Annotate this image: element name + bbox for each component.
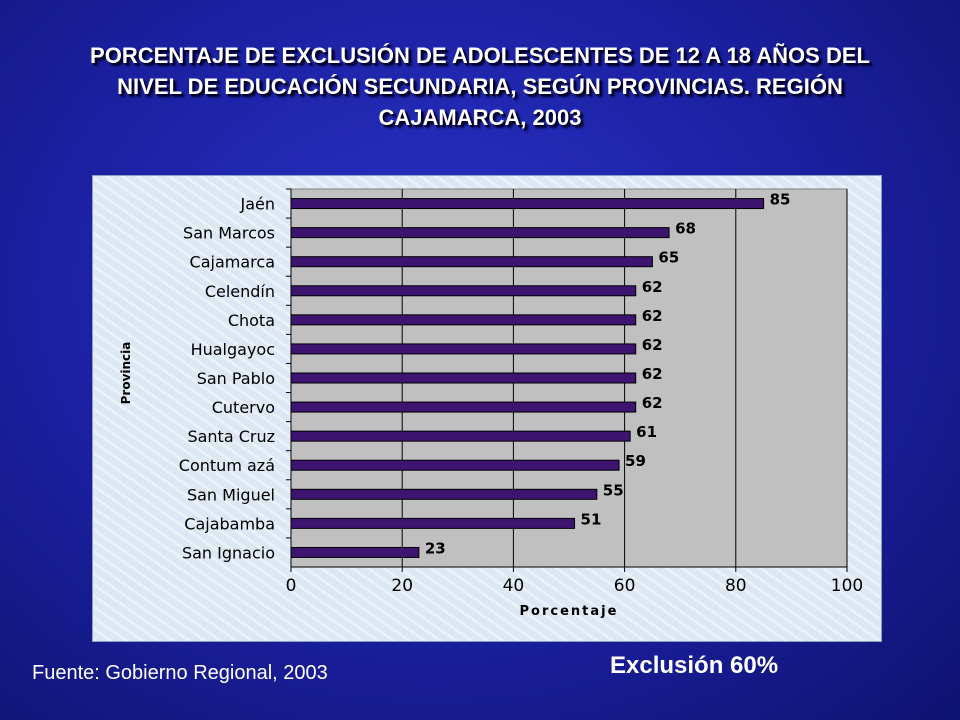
data-label: 61 xyxy=(636,423,657,441)
x-tick-label: 40 xyxy=(503,576,525,596)
chart-panel: 0 20 40 60 80 100 Jaén 85 San Marcos 68 Cajamarca 6… xyxy=(92,175,882,642)
x-tick-label: 80 xyxy=(725,576,747,596)
slide-title: PORCENTAJE DE EXCLUSIÓN DE ADOLESCENTES … xyxy=(90,43,870,130)
category-label: Chota xyxy=(228,311,275,330)
bar xyxy=(290,401,637,413)
y-axis-title: Provincia xyxy=(119,342,133,405)
category-label: San Miguel xyxy=(187,485,275,504)
bar-chart: 0 20 40 60 80 100 Jaén 85 San Marcos 68 Cajamarca 6… xyxy=(119,188,863,619)
category-label: Santa Cruz xyxy=(187,427,275,446)
data-label: 68 xyxy=(675,220,696,238)
data-label: 85 xyxy=(770,191,791,209)
data-label: 62 xyxy=(642,365,663,383)
category-label: Cajamarca xyxy=(190,253,275,272)
bar xyxy=(290,372,637,384)
category-label: Cajabamba xyxy=(184,514,275,533)
bar xyxy=(290,314,637,326)
bar xyxy=(290,343,637,355)
bar xyxy=(290,459,620,471)
data-label: 62 xyxy=(642,307,663,325)
category-label: San Pablo xyxy=(197,369,275,388)
exclusion-note: Exclusión 60% xyxy=(610,652,779,679)
bar xyxy=(290,430,631,442)
data-label: 59 xyxy=(625,452,646,470)
category-label: San Ignacio xyxy=(182,543,275,562)
bar xyxy=(290,546,420,558)
data-label: 23 xyxy=(425,539,446,557)
category-label: San Marcos xyxy=(183,224,275,243)
category-label: Jaén xyxy=(239,195,275,214)
bar xyxy=(290,517,576,529)
data-label: 62 xyxy=(642,336,663,354)
bar xyxy=(290,488,598,500)
data-label: 62 xyxy=(642,278,663,296)
bar xyxy=(290,227,670,239)
source-note: Fuente: Gobierno Regional, 2003 xyxy=(32,662,328,684)
bar xyxy=(290,198,765,210)
bar xyxy=(290,256,653,268)
data-label: 65 xyxy=(658,249,679,267)
x-tick-label: 20 xyxy=(391,576,413,596)
category-label: Contum azá xyxy=(179,456,275,475)
category-label: Cutervo xyxy=(212,398,275,417)
bar xyxy=(290,285,637,297)
data-label: 51 xyxy=(581,510,602,528)
x-tick-label: 60 xyxy=(614,576,636,596)
x-tick-label: 100 xyxy=(831,576,863,596)
data-label: 55 xyxy=(603,481,624,499)
x-tick-label: 0 xyxy=(286,576,297,596)
category-label: Hualgayoc xyxy=(191,340,275,359)
category-label: Celendín xyxy=(205,282,275,301)
data-label: 62 xyxy=(642,394,663,412)
x-axis-title: Porcentaje xyxy=(520,604,619,619)
